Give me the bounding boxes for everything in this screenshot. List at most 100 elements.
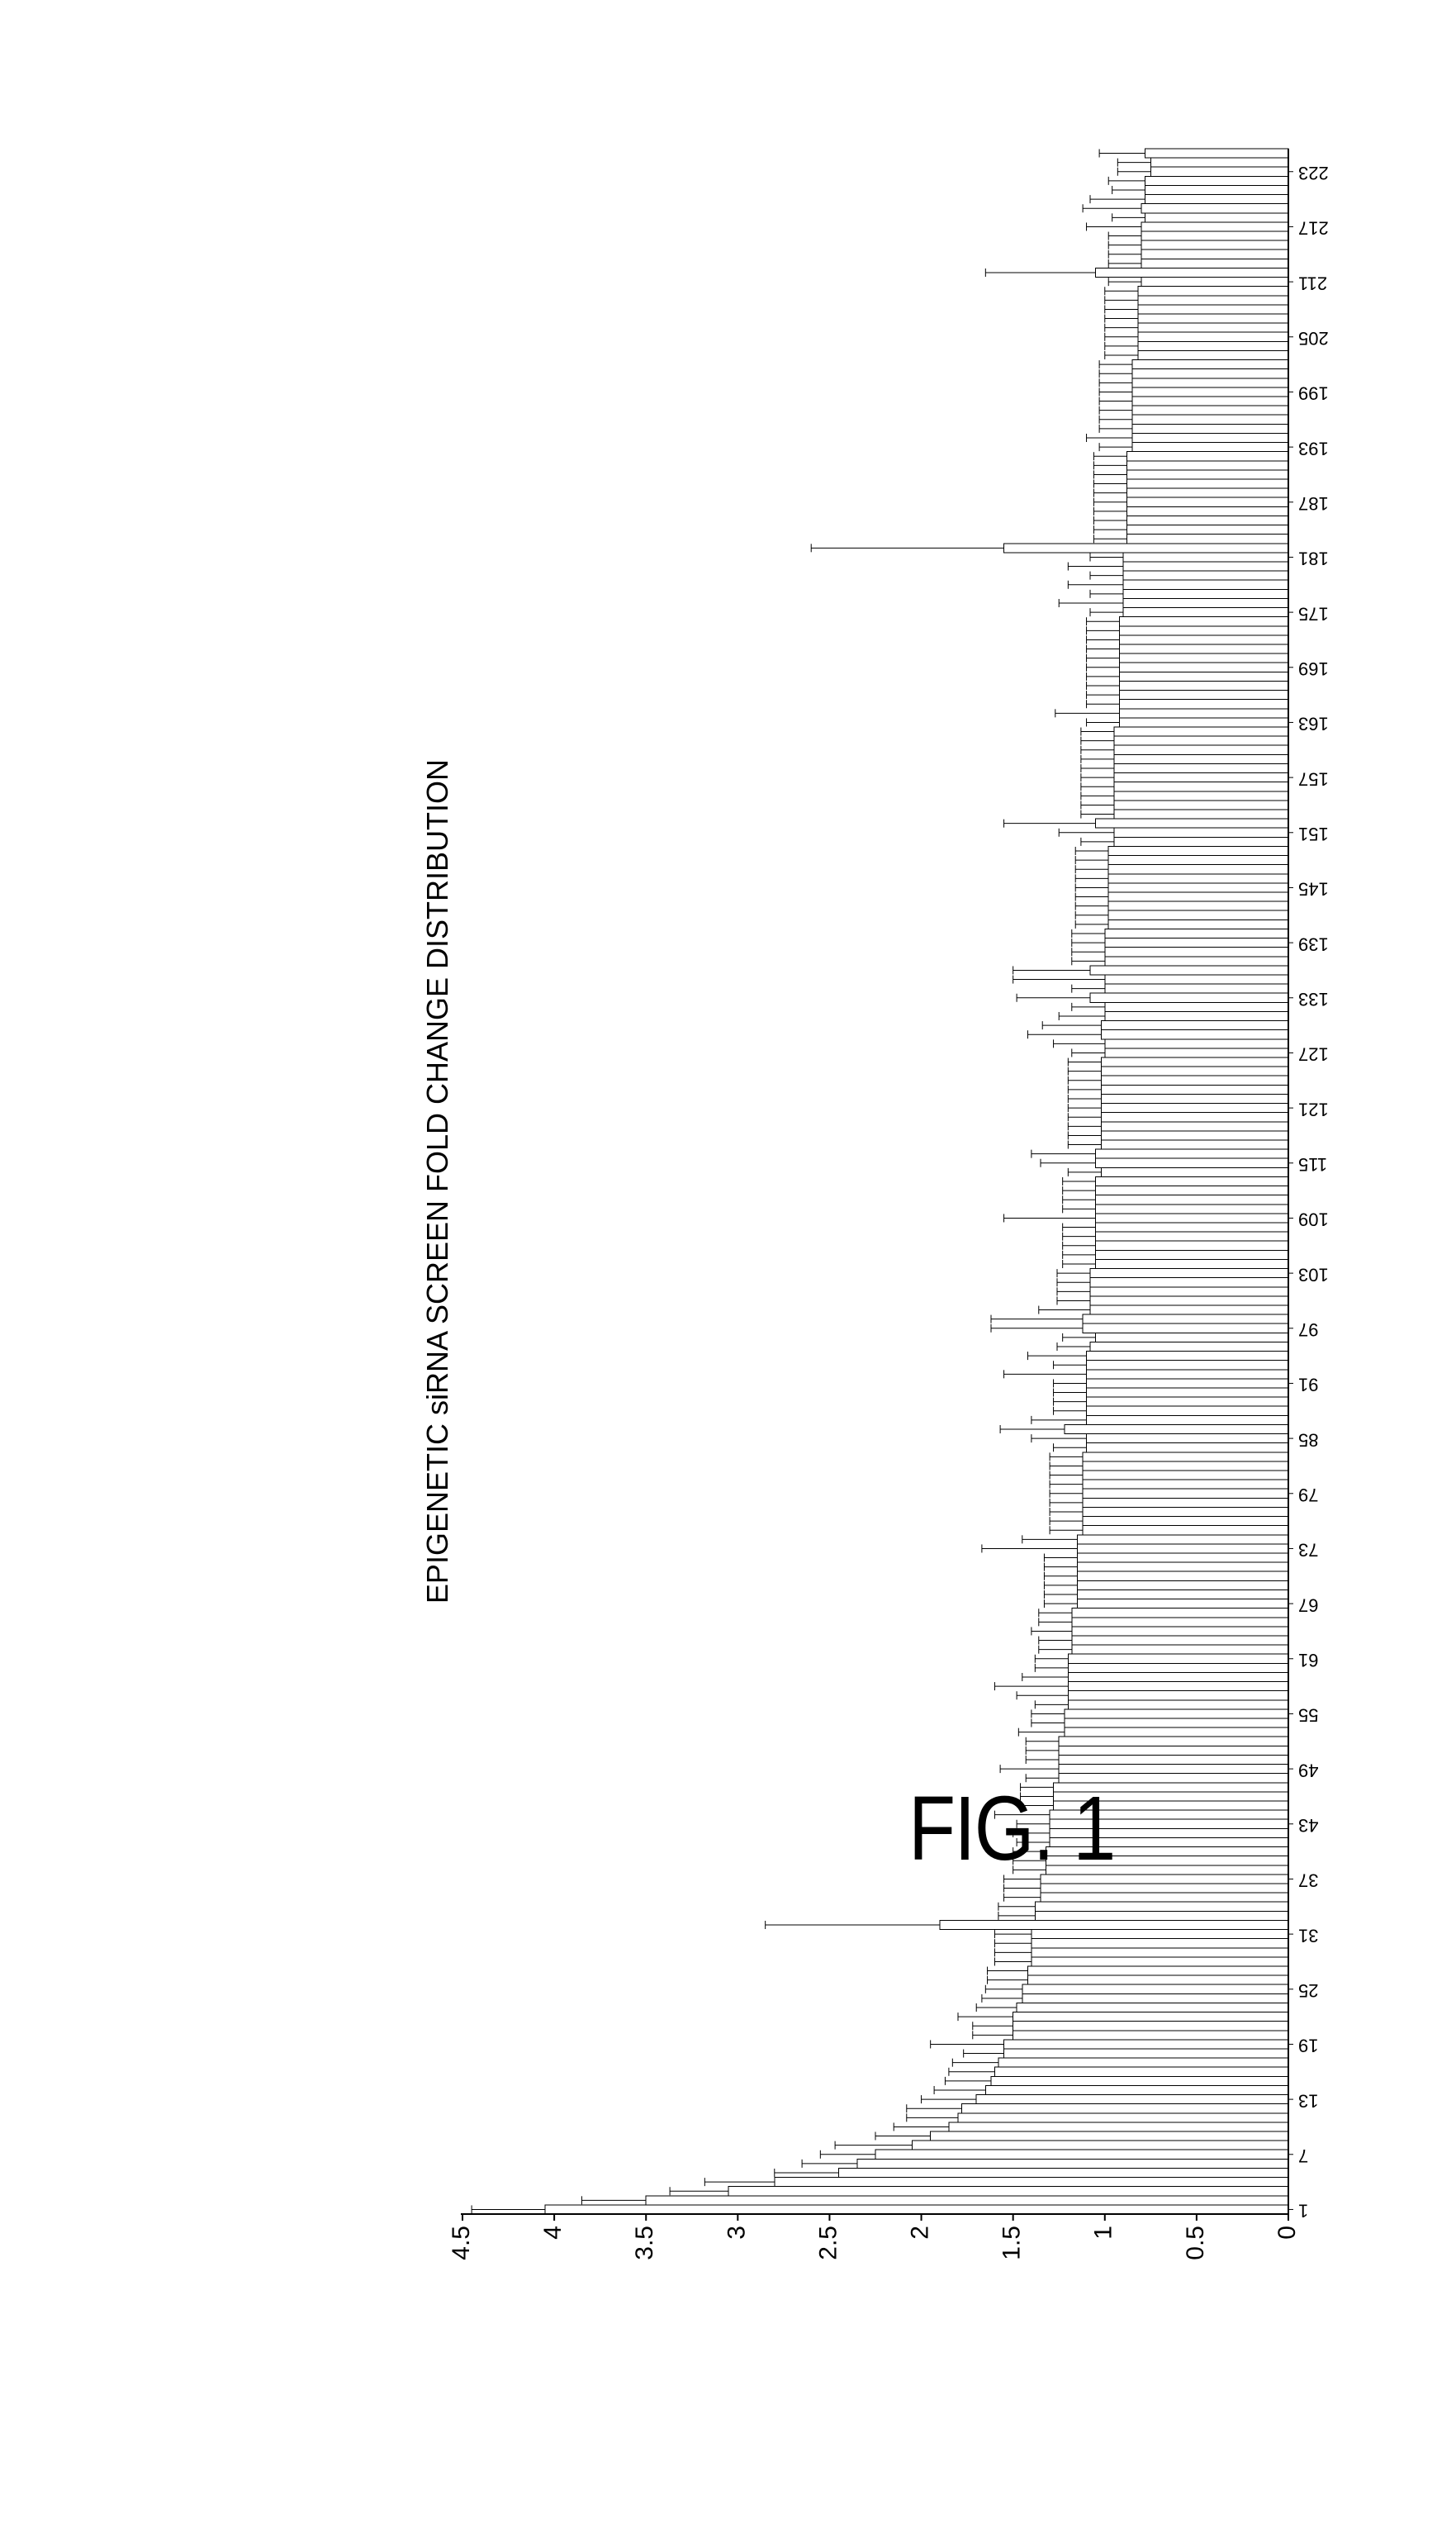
- y-tick-label: 4.5: [448, 2226, 475, 2260]
- bar: [1083, 1507, 1288, 1516]
- bar: [775, 2178, 1288, 2187]
- bar: [1138, 332, 1288, 341]
- bar: [1105, 1011, 1288, 1020]
- bar: [1083, 1517, 1288, 1526]
- bar: [1105, 984, 1288, 993]
- x-tick-label: 169: [1298, 658, 1329, 679]
- bar: [1077, 1599, 1288, 1609]
- bar: [1096, 819, 1288, 828]
- bar: [1087, 1370, 1288, 1379]
- bar: [1120, 617, 1288, 626]
- bar: [545, 2205, 1288, 2214]
- bar: [1138, 314, 1288, 323]
- bar: [1087, 1443, 1288, 1452]
- x-tick-label: 7: [1298, 2145, 1308, 2166]
- bar: [1101, 1076, 1288, 1085]
- bar: [1013, 2022, 1288, 2031]
- bar: [1120, 653, 1288, 663]
- bar: [1022, 1984, 1288, 1993]
- bar: [1105, 957, 1288, 966]
- bar: [1126, 452, 1288, 461]
- bar: [1090, 1278, 1288, 1287]
- bar: [1126, 497, 1288, 506]
- x-tick-label: 139: [1298, 934, 1329, 954]
- bar: [1041, 1893, 1288, 1902]
- bar: [1108, 910, 1288, 919]
- bar: [1096, 1214, 1288, 1223]
- bar: [1114, 810, 1288, 819]
- y-tick-label: 3.5: [631, 2226, 658, 2260]
- bar: [1059, 1746, 1288, 1755]
- bar: [1132, 424, 1288, 433]
- bar: [1138, 350, 1288, 359]
- x-tick-label: 73: [1298, 1540, 1318, 1561]
- bar: [1150, 158, 1288, 167]
- bar: [1068, 1691, 1288, 1700]
- bar: [994, 2067, 1288, 2076]
- bar: [940, 1920, 1288, 1929]
- bar: [1123, 553, 1288, 562]
- bar: [1035, 1902, 1288, 1911]
- y-tick-label: 1: [1090, 2226, 1117, 2240]
- bar: [1132, 397, 1288, 406]
- bar: [1138, 341, 1288, 350]
- bar: [998, 2058, 1288, 2067]
- bar: [1145, 149, 1288, 158]
- bar: [1077, 1589, 1288, 1599]
- bar: [1108, 865, 1288, 874]
- x-tick-label: 37: [1298, 1870, 1318, 1891]
- bar: [1004, 2040, 1288, 2049]
- bar: [1087, 1352, 1288, 1361]
- bar: [1120, 626, 1288, 635]
- bar: [1114, 745, 1288, 754]
- bar: [1059, 1737, 1288, 1746]
- bar: [1032, 1939, 1288, 1948]
- y-tick-label: 0.5: [1182, 2226, 1209, 2260]
- bar: [1032, 1957, 1288, 1966]
- bar: [1132, 360, 1288, 369]
- bar: [1065, 1718, 1288, 1727]
- bar: [1083, 1489, 1288, 1498]
- x-tick-label: 175: [1298, 603, 1329, 624]
- bar: [1083, 1471, 1288, 1480]
- bar: [1059, 1755, 1288, 1764]
- bar: [1123, 608, 1288, 617]
- bar: [1022, 1993, 1288, 2003]
- x-tick-label: 103: [1298, 1264, 1329, 1285]
- bar: [1141, 249, 1288, 259]
- x-tick-label: 115: [1298, 1154, 1327, 1175]
- bar: [1105, 1002, 1288, 1011]
- bar: [1123, 580, 1288, 589]
- bar: [1108, 883, 1288, 892]
- y-tick-label: 0: [1273, 2226, 1301, 2240]
- figure-caption: FIG. 1: [908, 1776, 1115, 1881]
- bar: [1132, 406, 1288, 415]
- bar: [1105, 1039, 1288, 1048]
- bar: [958, 2113, 1288, 2122]
- bar: [1114, 837, 1288, 846]
- bar: [1083, 1323, 1288, 1333]
- bar: [875, 2150, 1288, 2159]
- x-tick-label: 61: [1298, 1650, 1318, 1670]
- bar: [1077, 1544, 1288, 1553]
- bar: [1114, 782, 1288, 791]
- bar: [857, 2159, 1288, 2168]
- x-tick-label: 145: [1298, 879, 1329, 900]
- bar: [1013, 2031, 1288, 2040]
- bar: [1105, 975, 1288, 984]
- bar: [1132, 378, 1288, 387]
- bar: [1138, 305, 1288, 314]
- bar: [1027, 1975, 1288, 1984]
- x-tick-label: 79: [1298, 1485, 1318, 1505]
- chart-title: EPIGENETIC siRNA SCREEN FOLD CHANGE DIST…: [420, 759, 454, 1604]
- bar: [1138, 287, 1288, 296]
- bar: [1072, 1609, 1288, 1618]
- x-tick-label: 91: [1298, 1375, 1318, 1395]
- x-tick-label: 1: [1298, 2201, 1308, 2221]
- x-tick-label: 25: [1298, 1980, 1318, 2001]
- bar: [1101, 1067, 1288, 1076]
- bar: [1141, 240, 1288, 249]
- bar: [1096, 1241, 1288, 1250]
- bar: [1017, 2003, 1288, 2012]
- bar: [1120, 709, 1288, 718]
